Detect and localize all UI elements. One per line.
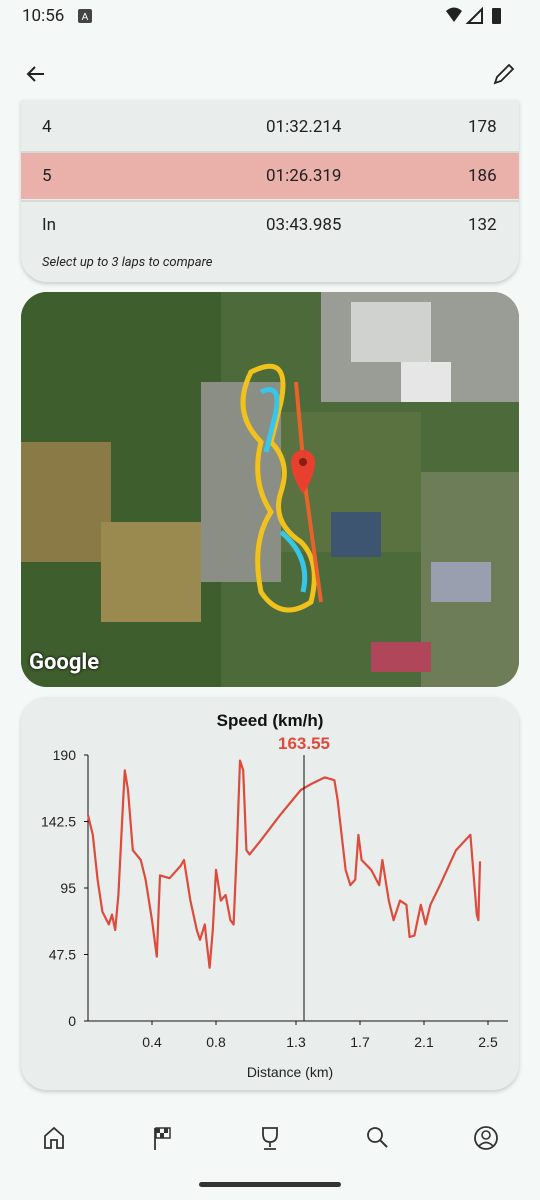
status-bar: 10:56 A [0, 0, 540, 32]
x-tick-label: 2.5 [478, 1034, 498, 1050]
compare-hint: Select up to 3 laps to compare [42, 255, 213, 270]
x-tick-label: 0.8 [206, 1034, 226, 1050]
svg-text:A: A [82, 12, 89, 23]
gesture-bar [199, 1182, 341, 1187]
speed-line [86, 759, 482, 969]
lap-top-speed: 132 [468, 215, 497, 235]
lap-row[interactable]: In 03:43.985 132 [21, 202, 519, 248]
chart-title: Speed (km/h) [217, 711, 324, 730]
nav-search[interactable] [367, 1127, 388, 1148]
lap-number: 4 [42, 117, 52, 137]
cursor-value: 163.55 [278, 734, 330, 753]
map-attribution: Google [29, 650, 100, 675]
y-tick-label: 95 [60, 880, 76, 896]
edit-button[interactable] [492, 62, 516, 86]
lap-row[interactable]: 4 01:32.214 178 [21, 104, 519, 150]
map[interactable]: Google [21, 292, 519, 687]
x-tick-label: 1.3 [286, 1034, 306, 1050]
nav-icons [44, 1126, 498, 1150]
lap-top-speed: 186 [468, 166, 497, 186]
y-tick-label: 190 [53, 747, 77, 763]
row-separator [21, 200, 519, 202]
lap-time: 01:32.214 [266, 117, 342, 137]
lap-number: 5 [42, 166, 52, 186]
nav-trophy[interactable] [262, 1127, 278, 1150]
map-image [21, 292, 519, 687]
x-tick-label: 1.7 [350, 1034, 370, 1050]
lap-number: In [42, 215, 57, 235]
lap-time: 01:26.319 [266, 166, 342, 186]
status-icons [446, 6, 501, 24]
x-tick-label: 0.4 [142, 1034, 162, 1050]
x-axis-label: Distance (km) [247, 1064, 333, 1080]
clock: 10:56 [22, 6, 65, 26]
y-tick-label: 142.5 [41, 814, 76, 830]
lap-row[interactable]: 5 01:26.319 186 [21, 153, 519, 199]
nav-profile[interactable] [474, 1126, 498, 1150]
row-separator [21, 151, 519, 153]
x-tick-label: 2.1 [414, 1034, 434, 1050]
bottom-nav [0, 1110, 540, 1170]
notification-icon: A [78, 9, 92, 23]
back-button[interactable] [24, 62, 48, 86]
nav-home[interactable] [44, 1126, 64, 1149]
lap-time: 03:43.985 [266, 215, 342, 235]
y-tick-label: 0 [68, 1013, 76, 1029]
y-tick-label: 47.5 [49, 947, 76, 963]
nav-sessions[interactable] [154, 1127, 171, 1150]
lap-top-speed: 178 [468, 117, 497, 137]
